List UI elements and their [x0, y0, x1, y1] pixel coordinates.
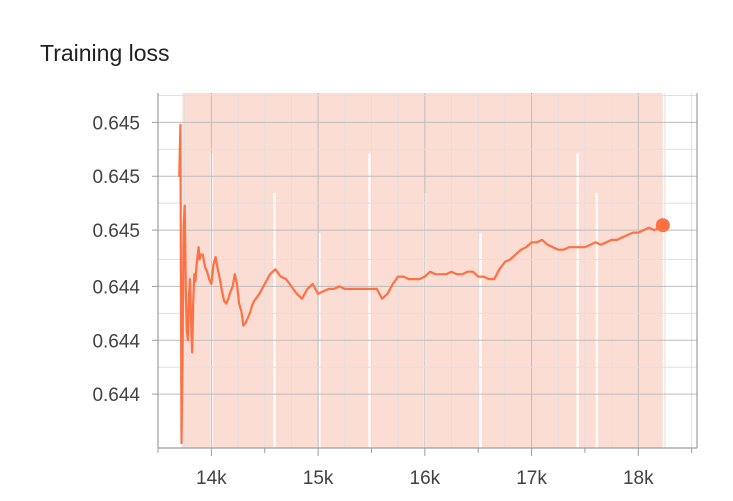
series-layer	[178, 123, 670, 445]
variance-band-fill	[182, 93, 663, 448]
x-tick-label: 14k	[196, 468, 227, 489]
variance-band	[182, 93, 663, 448]
loss-line	[178, 123, 664, 445]
band-gap	[368, 153, 371, 448]
x-tick-label: 15k	[303, 468, 334, 489]
tick-labels: 14k 15k 16k 17k 18k 0.645 0.645 0.645 0.644 0.644…	[92, 113, 654, 489]
last-point-marker	[655, 218, 670, 233]
y-tick-label: 0.644	[92, 277, 140, 298]
x-tick-label: 17k	[516, 468, 547, 489]
chart-title: Training loss	[40, 40, 170, 66]
y-tick-label: 0.644	[92, 385, 140, 406]
x-tick-label: 16k	[410, 468, 441, 489]
axes	[152, 93, 698, 456]
band-gap	[595, 193, 599, 448]
y-tick-label: 0.645	[92, 167, 140, 188]
band-gap	[576, 153, 579, 448]
y-tick-label: 0.645	[92, 113, 140, 134]
band-gap	[273, 193, 276, 448]
y-tick-label: 0.644	[92, 331, 140, 352]
y-tick-label: 0.645	[92, 221, 140, 242]
x-tick-label: 18k	[623, 468, 654, 489]
